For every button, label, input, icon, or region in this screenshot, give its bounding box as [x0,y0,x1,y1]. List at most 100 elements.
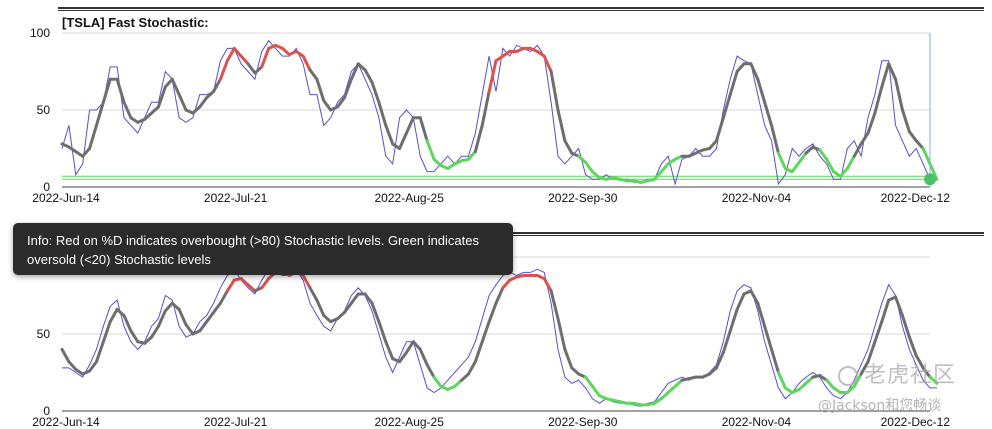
d-segment [198,96,209,109]
d-segment [776,371,787,390]
d-segment [177,307,188,327]
d-segment [494,286,505,305]
d-segment [556,108,567,143]
d-segment [825,378,836,390]
d-segment [212,77,222,94]
d-segment [542,277,553,293]
d-segment [218,59,229,81]
d-segment [260,277,271,290]
d-segment [349,62,360,81]
d-segment [115,77,126,104]
k-line [62,268,937,407]
d-segment [81,147,92,158]
d-segment [708,139,718,150]
d-segment [336,310,346,321]
d-segment [584,375,594,388]
d-segment [377,100,388,127]
d-segment [894,77,904,112]
d-segment [776,151,787,171]
x-tick-label: 2022-Aug-25 [375,415,445,429]
d-segment [563,347,574,370]
d-segment [122,314,133,333]
d-segment [67,360,78,371]
d-segment [659,391,670,401]
x-tick-label: 2022-Jun-14 [32,415,100,429]
x-tick-label: 2022-Jul-21 [204,415,268,429]
d-segment [143,111,154,121]
d-segment [728,307,739,333]
d-segment [156,309,167,328]
d-segment [418,347,429,367]
x-tick-label: 2022-Dec-12 [881,415,951,429]
d-segment [804,375,815,385]
d-segment [590,170,601,180]
d-segment [721,93,732,120]
d-segment [370,80,381,104]
d-segment [177,93,188,112]
d-segment [714,350,725,370]
d-segment [425,363,436,379]
d-segment [921,147,932,166]
d-segment [398,350,408,364]
d-segment [659,162,670,174]
d-segment [749,62,760,81]
d-segment [384,123,395,146]
d-segment [914,354,925,370]
d-segment [852,142,863,158]
d-segment [253,65,264,75]
d-segment [804,145,815,155]
panel2-top-rule [58,232,984,236]
chart-title: [TSLA] Fast Stochastic: [62,15,209,30]
d-segment [260,46,271,69]
d-segment [322,314,333,324]
d-segment [907,335,918,358]
d-segment [432,375,443,388]
x-tick-label: 2022-Jul-21 [204,191,268,205]
info-tooltip: Info: Red on %D indicates overbought (>8… [13,223,513,275]
d-segment [542,54,553,73]
d-segment [322,99,333,112]
d-segment [101,77,112,104]
d-segment [590,384,601,398]
d-segment [501,278,512,290]
d-segment [163,301,174,313]
d-segment [852,372,863,388]
chart-1: 0 50 100 2022-Jun-14 2022-Jul-21 2022-Aug-25 2… [30,26,950,205]
d-segment [163,77,174,89]
d-segment [370,301,381,324]
d-segment [156,85,167,109]
d-segment [714,116,725,143]
d-segment [184,323,195,336]
d-segment [880,62,891,89]
d-segment [797,381,808,391]
panel1-top-rule [58,7,984,11]
d-segment [232,46,243,58]
d-segment [425,139,436,161]
d-segment [432,157,443,167]
d-segment [150,105,160,115]
d-segment [728,70,739,97]
d-segment [480,320,491,344]
y-tick-label: 0 [43,404,50,418]
d-segment [129,329,140,344]
x-tick-label: 2022-Sep-30 [548,191,618,205]
d-segment [122,100,133,120]
d-segment [880,298,891,324]
d-segment [894,295,904,318]
d-segment [749,289,760,305]
d-segment [349,292,360,305]
d-segment [143,335,154,345]
d-segment [721,329,732,354]
d-segment [108,307,119,324]
d-segment [212,301,222,314]
d-segment [708,366,718,376]
d-segment [356,62,367,72]
d-segment [473,340,484,364]
d-segment [673,378,684,388]
y-tick-label: 100 [30,26,50,40]
d-segment [246,62,257,75]
d-segment [859,360,870,376]
chart-2: 0 50 2022-Jun-14 2022-Jul-21 2022-Aug-25 2022… [32,256,951,429]
d-segment [363,68,374,84]
d-segment [797,151,808,164]
